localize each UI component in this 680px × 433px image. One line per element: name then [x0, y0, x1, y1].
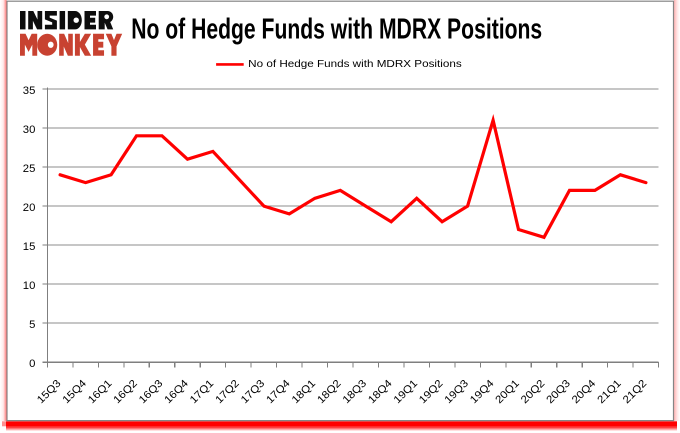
svg-text:10: 10	[23, 280, 36, 292]
svg-text:5: 5	[29, 319, 35, 331]
svg-text:30: 30	[23, 124, 36, 136]
svg-text:35: 35	[23, 85, 36, 97]
svg-text:0: 0	[29, 358, 35, 370]
svg-text:20: 20	[23, 202, 36, 214]
svg-text:No of Hedge Funds with MDRX Po: No of Hedge Funds with MDRX Positions	[131, 14, 542, 46]
svg-text:No of Hedge Funds with MDRX Po: No of Hedge Funds with MDRX Positions	[248, 59, 461, 70]
svg-text:15: 15	[23, 241, 36, 253]
svg-text:25: 25	[23, 163, 36, 175]
